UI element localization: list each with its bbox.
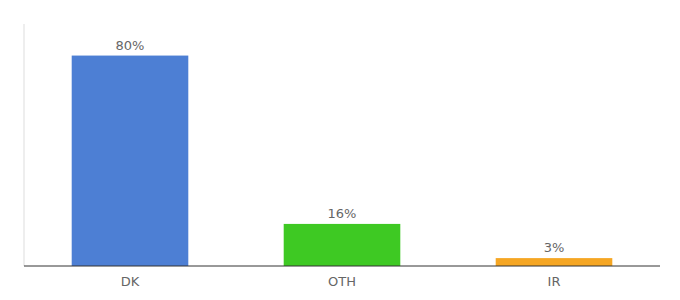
data-label: 3% <box>544 240 565 255</box>
data-label: 16% <box>328 206 357 221</box>
bar <box>496 258 613 266</box>
x-tick-label: OTH <box>328 274 356 289</box>
x-tick-label: DK <box>121 274 140 289</box>
x-axis-line <box>24 266 660 267</box>
chart: DK OTH IR 80% 16% 3% <box>0 0 680 300</box>
data-label: 80% <box>116 38 145 53</box>
bars <box>72 56 613 266</box>
x-tick-label: IR <box>548 274 561 289</box>
y-axis-line <box>24 24 25 266</box>
bar <box>72 56 189 266</box>
bar <box>284 224 401 266</box>
chart-container: DK OTH IR 80% 16% 3% <box>0 0 680 300</box>
